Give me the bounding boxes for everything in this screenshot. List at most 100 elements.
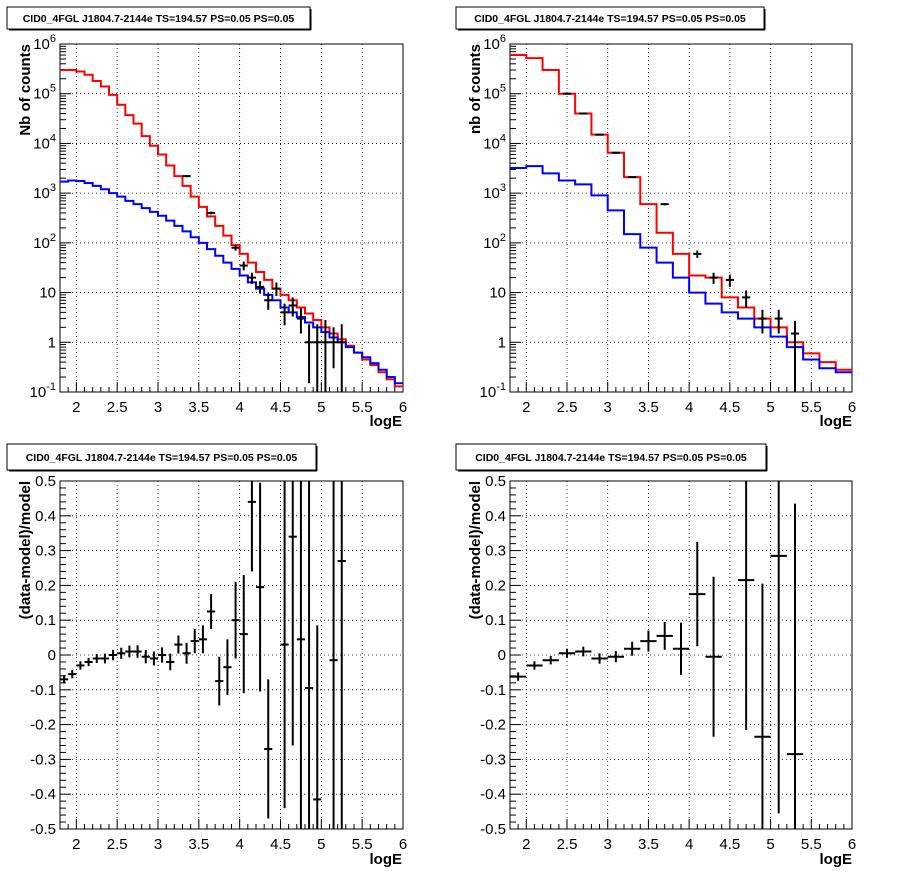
data-point bbox=[660, 203, 669, 206]
data-point bbox=[337, 324, 346, 392]
data-point bbox=[758, 309, 767, 334]
data-point bbox=[264, 292, 273, 310]
x-tick-label: 3.5 bbox=[188, 399, 209, 416]
x-tick-label: 5.5 bbox=[801, 399, 822, 416]
y-tick-label: 10-1 bbox=[30, 381, 56, 401]
y-tick-label: 0.5 bbox=[35, 473, 56, 490]
data-point bbox=[207, 594, 216, 629]
histogram-series-2 bbox=[510, 165, 852, 374]
data-point bbox=[542, 656, 559, 665]
data-point bbox=[247, 272, 256, 284]
data-points bbox=[60, 481, 346, 829]
y-tick-label: 0 bbox=[48, 647, 56, 664]
y-tick-label: -0.1 bbox=[480, 682, 506, 699]
data-point bbox=[305, 481, 314, 829]
y-tick-label: 106 bbox=[33, 33, 56, 53]
x-tick-label: 5 bbox=[317, 836, 325, 853]
y-tick-label: 0.4 bbox=[485, 508, 506, 525]
data-point bbox=[738, 481, 755, 730]
x-tick-label: 2.5 bbox=[107, 836, 128, 853]
histogram-series-2 bbox=[60, 179, 403, 385]
data-point bbox=[264, 679, 273, 819]
title-frame bbox=[6, 443, 317, 471]
data-point bbox=[672, 622, 690, 675]
x-tick-label: 4 bbox=[685, 399, 693, 416]
x-tick-label: 5 bbox=[317, 399, 325, 416]
data-point bbox=[558, 648, 576, 658]
data-point bbox=[239, 574, 248, 694]
y-axis-label: nb of counts bbox=[467, 44, 484, 134]
title-frame bbox=[455, 6, 765, 30]
y-tick-label: 103 bbox=[483, 182, 506, 202]
data-point bbox=[190, 628, 199, 654]
x-tick-label: 4 bbox=[235, 399, 243, 416]
x-tick-label: 2.5 bbox=[557, 836, 578, 853]
chart-title: CID0_4FGL J1804.7-2144e TS=194.57 PS=0.0… bbox=[26, 452, 298, 464]
y-tick-label: -0.4 bbox=[480, 786, 506, 803]
data-point bbox=[133, 645, 142, 658]
data-point bbox=[166, 653, 175, 671]
data-point bbox=[611, 151, 620, 154]
data-point bbox=[84, 657, 93, 667]
data-point bbox=[313, 324, 322, 392]
y-tick-label: 10-1 bbox=[480, 381, 506, 401]
y-tick-label: 10 bbox=[489, 285, 506, 302]
title-box: CID0_4FGL J1804.7-2144e TS=194.57 PS=0.0… bbox=[455, 6, 766, 31]
x-tick-label: 6 bbox=[848, 836, 856, 853]
data-point bbox=[288, 297, 297, 317]
y-tick-label: 0.1 bbox=[35, 612, 56, 629]
data-point bbox=[770, 481, 787, 814]
y-axis-label: (data-model)/model bbox=[17, 481, 34, 619]
x-tick-label: 5.5 bbox=[352, 836, 373, 853]
data-point bbox=[231, 581, 240, 659]
data-point bbox=[109, 649, 118, 661]
data-point bbox=[125, 645, 134, 658]
data-points bbox=[182, 175, 346, 392]
data-point bbox=[742, 290, 751, 308]
x-tick-label: 2.5 bbox=[557, 399, 578, 416]
y-tick-label: -0.2 bbox=[480, 717, 506, 734]
data-point bbox=[709, 272, 718, 284]
data-point bbox=[68, 669, 77, 679]
x-tick-label: 3 bbox=[604, 836, 612, 853]
chart-4: 2 2.5 3 3.5 4 4.5 5 5.5 6 -0.5 -0.4 -0.3 -0.2 -0.1 0 0.… bbox=[455, 443, 856, 868]
x-tick-label: 3 bbox=[604, 399, 612, 416]
x-axis-label: logE bbox=[370, 413, 403, 430]
data-point bbox=[579, 112, 588, 115]
y-tick-label: 0.3 bbox=[485, 543, 506, 560]
x-tick-label: 4 bbox=[685, 836, 693, 853]
data-point bbox=[705, 576, 722, 737]
data-point bbox=[207, 211, 216, 215]
data-point bbox=[624, 641, 641, 656]
data-point bbox=[790, 320, 800, 392]
data-point bbox=[689, 541, 706, 647]
y-tick-label: 103 bbox=[33, 182, 56, 202]
x-axis-label: logE bbox=[820, 851, 853, 868]
data-point bbox=[321, 320, 330, 392]
data-point bbox=[280, 303, 289, 326]
data-point bbox=[313, 625, 322, 829]
y-tick-label: -0.3 bbox=[30, 751, 56, 768]
y-tick-label: -0.1 bbox=[30, 682, 56, 699]
data-points bbox=[562, 92, 800, 392]
data-point bbox=[215, 656, 224, 706]
data-point bbox=[526, 661, 543, 670]
x-tick-label: 5.5 bbox=[352, 399, 373, 416]
data-point bbox=[256, 281, 265, 294]
data-point bbox=[656, 621, 673, 650]
data-point bbox=[256, 482, 265, 692]
title-frame bbox=[455, 443, 767, 471]
y-tick-label: 106 bbox=[483, 33, 506, 53]
data-point bbox=[607, 651, 624, 663]
data-point bbox=[774, 309, 783, 334]
x-tick-label: 3.5 bbox=[188, 836, 209, 853]
data-point bbox=[149, 651, 158, 666]
y-tick-label: 104 bbox=[33, 132, 56, 152]
x-tick-label: 2 bbox=[522, 836, 530, 853]
title-box: CID0_4FGL J1804.7-2144e TS=194.57 PS=0.0… bbox=[6, 6, 312, 31]
x-tick-label: 3.5 bbox=[638, 399, 659, 416]
x-tick-label: 2.5 bbox=[107, 399, 128, 416]
x-tick-label: 2 bbox=[72, 836, 80, 853]
x-tick-label: 2 bbox=[72, 399, 80, 416]
x-tick-label: 3 bbox=[154, 836, 162, 853]
